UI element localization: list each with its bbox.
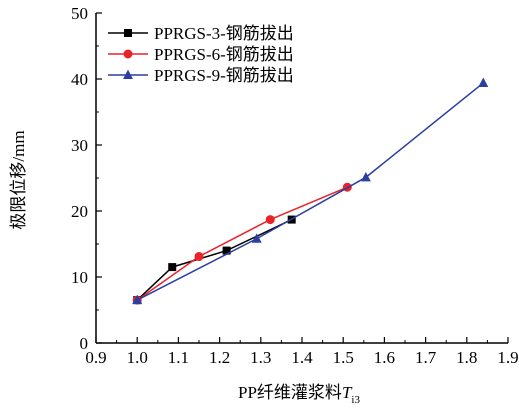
data-point (168, 263, 177, 272)
legend-label: PPRGS-3-钢筋拔出 (154, 24, 294, 43)
series-line-2 (136, 186, 348, 301)
data-point (251, 233, 262, 243)
y-tick-label: 40 (71, 70, 88, 89)
series-line-3 (136, 82, 484, 301)
data-point (132, 294, 143, 305)
data-point (222, 246, 231, 255)
legend: PPRGS-3-钢筋拔出 PPRGS-6-钢筋拔出 PPRGS-9-钢筋拔出 (108, 24, 294, 85)
data-point (265, 215, 275, 225)
plot-area (132, 77, 489, 305)
y-tick-label: 50 (71, 4, 88, 23)
legend-marker (123, 49, 133, 59)
y-axis-label: 极限位移/mm (9, 130, 28, 229)
data-point (194, 252, 204, 262)
y-tick-label: 0 (80, 334, 89, 353)
x-axis-label: PP纤维灌浆料Ti3 (238, 383, 360, 406)
data-point (478, 77, 489, 88)
x-tick-label: 1.4 (291, 348, 313, 367)
legend-label: PPRGS-9-钢筋拔出 (154, 66, 294, 85)
x-tick-label: 1.8 (456, 348, 477, 367)
x-tick-label: 1.9 (497, 348, 518, 367)
y-tick-label: 20 (71, 202, 88, 221)
data-point (360, 171, 371, 182)
x-tick-label: 1.1 (168, 348, 189, 367)
x-tick-label: 1.2 (209, 348, 230, 367)
x-tick-label: 0.9 (85, 348, 106, 367)
x-tick-label: 1.3 (250, 348, 271, 367)
x-tick-label: 1.0 (127, 348, 148, 367)
x-tick-label: 1.7 (415, 348, 437, 367)
y-tick-label: 10 (71, 268, 88, 287)
legend-label: PPRGS-6-钢筋拔出 (154, 45, 294, 64)
legend-marker (123, 69, 133, 80)
axes: 0.9 1.0 1.1 1.2 1.3 1.4 1.5 1.6 1.7 1.8 1.9 0 10 20 30… (71, 4, 519, 367)
legend-marker (124, 29, 132, 37)
x-tick-label: 1.6 (374, 348, 395, 367)
x-tick-label: 1.5 (333, 348, 354, 367)
y-tick-label: 30 (71, 136, 88, 155)
